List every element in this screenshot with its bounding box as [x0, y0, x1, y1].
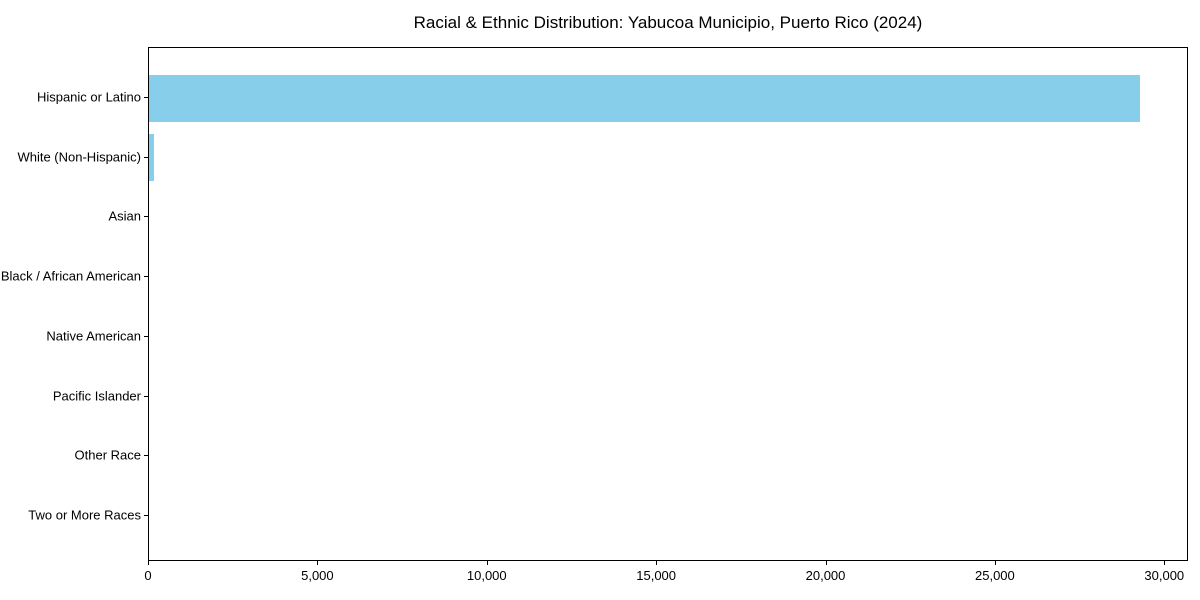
x-tick-label: 15,000 — [636, 568, 677, 583]
x-tick-label: 0 — [144, 568, 152, 583]
bar-hispanic-or-latino — [149, 74, 1140, 122]
x-tick-label: 25,000 — [975, 568, 1015, 583]
x-tick-mark — [486, 561, 488, 565]
y-tick-label: Pacific Islander — [52, 388, 141, 404]
x-tick-mark — [994, 561, 996, 565]
y-tick-label: Other Race — [74, 447, 141, 463]
x-tick-label: 10,000 — [466, 568, 507, 583]
y-tick-label: White (Non-Hispanic) — [17, 149, 141, 165]
x-tick-mark — [317, 561, 319, 565]
y-tick-mark — [144, 455, 148, 457]
x-tick-label: 20,000 — [805, 568, 846, 583]
y-tick-label: Asian — [108, 208, 141, 224]
y-tick-mark — [144, 395, 148, 397]
bar-white-non-hispanic — [149, 134, 155, 182]
y-tick-label: Native American — [46, 328, 141, 344]
x-tick-mark — [1164, 561, 1166, 565]
plot-area — [148, 47, 1188, 561]
x-tick-label: 30,000 — [1144, 568, 1185, 583]
y-tick-mark — [144, 216, 148, 218]
y-tick-label: Two or More Races — [28, 507, 141, 523]
chart-title: Racial & Ethnic Distribution: Yabucoa Mu… — [413, 13, 923, 32]
x-tick-mark — [825, 561, 827, 565]
y-tick-label: Black / African American — [0, 268, 141, 284]
y-tick-mark — [144, 276, 148, 278]
y-tick-mark — [144, 97, 148, 98]
x-tick-label: 5,000 — [301, 568, 334, 583]
x-tick-mark — [148, 561, 149, 565]
x-tick-mark — [656, 561, 658, 565]
y-tick-mark — [144, 335, 148, 337]
y-tick-label: Hispanic or Latino — [36, 89, 141, 105]
y-tick-mark — [144, 514, 148, 516]
y-tick-mark — [144, 156, 148, 158]
